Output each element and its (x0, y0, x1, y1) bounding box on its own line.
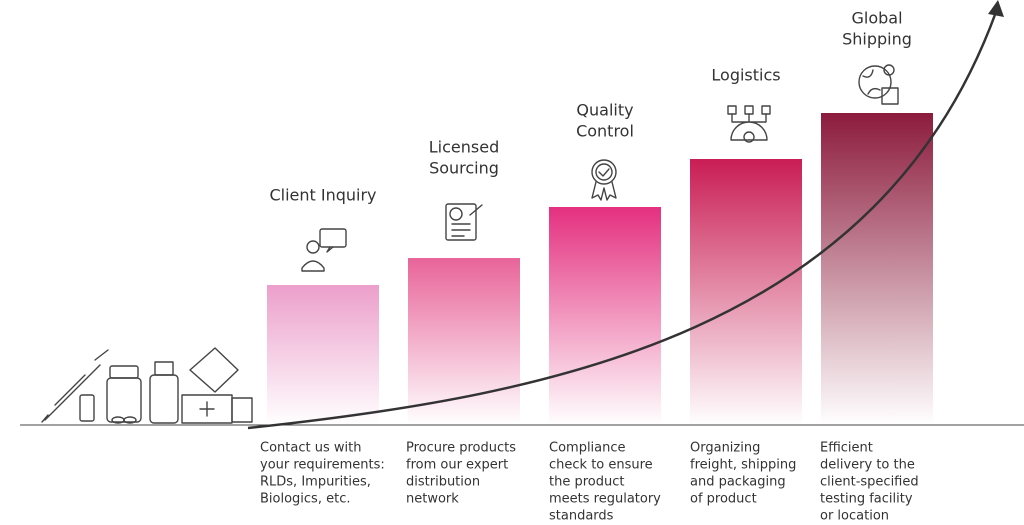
growth-arrow (247, 11, 998, 430)
step-description: Compliance (549, 441, 626, 456)
inquiry-icon (301, 228, 347, 272)
step-description: Procure products (406, 441, 516, 456)
logistics-icon (727, 105, 771, 143)
step-bar (408, 258, 520, 425)
step-description: from our expert (406, 458, 508, 473)
step-description: of product (690, 492, 757, 507)
step-title: Control (576, 122, 634, 141)
arrow-head (988, 0, 1004, 17)
step-description: Organizing (690, 441, 760, 456)
step-description: delivery to the (820, 458, 915, 473)
step-title: Client Inquiry (269, 186, 376, 205)
step-title: Shipping (842, 30, 912, 49)
step-bar (690, 159, 802, 425)
step-bar (821, 113, 933, 425)
step-title: Licensed (429, 138, 499, 157)
step-description: check to ensure (549, 458, 653, 473)
step-description: meets regulatory (549, 492, 661, 507)
medicine-illustration (41, 347, 253, 424)
step-bar (549, 207, 661, 425)
icons (301, 64, 899, 272)
step-description: your requirements: (260, 458, 385, 473)
step-description: distribution (406, 475, 480, 490)
sourcing-icon (445, 203, 483, 241)
step-title: Global (851, 9, 902, 28)
step-title: Sourcing (429, 159, 499, 178)
step-description: or location (820, 509, 889, 524)
shipping-icon (858, 64, 899, 105)
step-description: RLDs, Impurities, (260, 475, 371, 490)
step-description: testing facility (820, 492, 913, 507)
step-description: client-specified (820, 475, 919, 490)
step-bar (267, 285, 379, 425)
step-description: freight, shipping (690, 458, 796, 473)
step-title: Quality (576, 101, 633, 120)
step-title: Logistics (711, 66, 780, 85)
step-description: standards (549, 509, 614, 524)
quality-icon (591, 159, 617, 201)
step-description: Biologics, etc. (260, 492, 350, 507)
step-description: Contact us with (260, 441, 361, 456)
step-description: and packaging (690, 475, 786, 490)
step-description: network (406, 492, 459, 507)
step-description: Efficient (820, 441, 873, 456)
step-description: the product (549, 475, 624, 490)
